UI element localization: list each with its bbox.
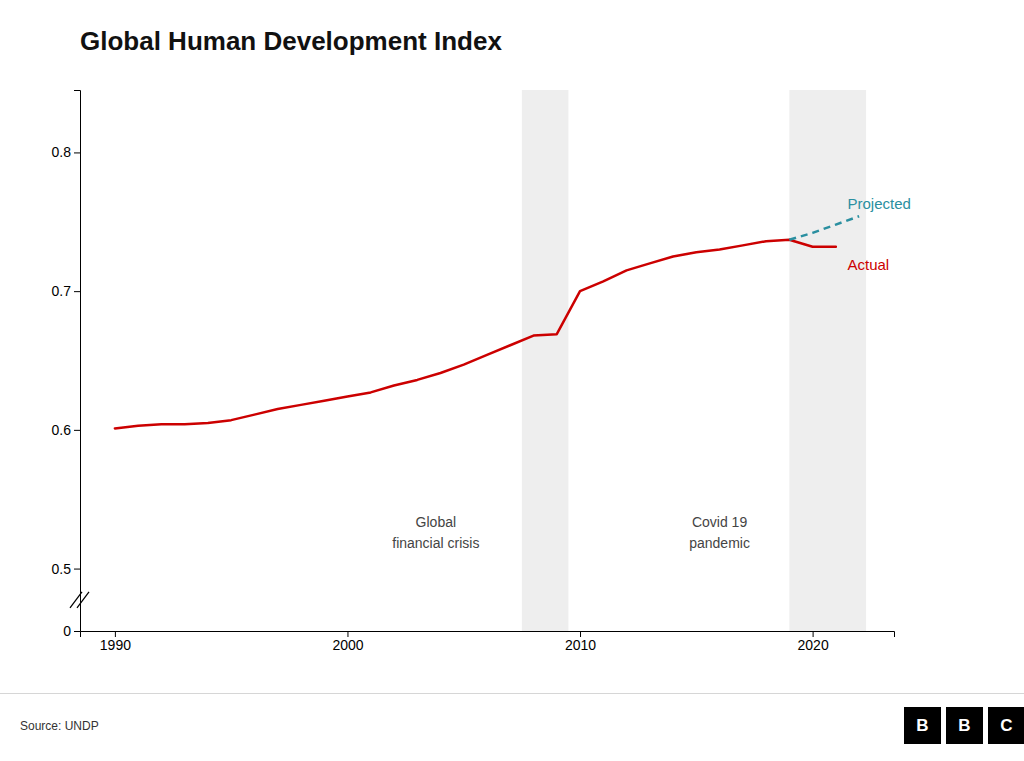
x-tick: 1990	[100, 631, 131, 653]
annotation: Globalfinancial crisis	[392, 514, 479, 551]
logo-box	[988, 707, 1024, 744]
x-axis: 1990 2000 2010 2020	[81, 631, 895, 653]
y-tick-label: 0.8	[52, 144, 72, 160]
series-label: Projected	[847, 195, 910, 212]
series-label: Actual	[847, 256, 889, 273]
y-tick-mark	[74, 152, 80, 153]
y-axis: 0 0.5 0.6 0.7 0.8	[52, 91, 81, 639]
shaded-region	[522, 90, 569, 631]
title: Global Human Development Index	[80, 26, 502, 56]
x-tick-label: 1990	[100, 637, 131, 653]
y-tick-mark	[74, 430, 80, 431]
y-tick: 0.8	[52, 144, 80, 160]
logo-box	[946, 707, 983, 744]
y-tick-mark	[74, 291, 80, 292]
y-tick: 0.6	[52, 422, 80, 438]
x-tick-label: 2000	[332, 637, 363, 653]
chart: Global Human Development Index 1990 2000 20…	[0, 0, 1024, 761]
footer-separator	[0, 693, 1024, 694]
y-tick: 0.5	[52, 561, 80, 577]
axis-break	[77, 592, 89, 608]
line-dashed	[789, 216, 859, 240]
shaded-region	[789, 90, 866, 631]
annotation: Covid 19pandemic	[689, 514, 750, 551]
y-tick: 0	[63, 623, 80, 639]
x-tick-label: 2020	[798, 637, 829, 653]
x-tick-label: 2010	[565, 637, 596, 653]
logo-box	[904, 707, 941, 744]
y-tick-mark	[74, 569, 80, 570]
y-tick-label: 0.6	[52, 422, 72, 438]
y-tick-label: 0.5	[52, 561, 72, 577]
y-tick-label: 0.7	[52, 283, 72, 299]
logo-letter: B	[958, 716, 970, 735]
x-tick: 2000	[332, 631, 363, 653]
plot-area	[115, 90, 866, 631]
logo-letter: C	[1000, 716, 1012, 735]
y-tick-label: 0	[63, 623, 71, 639]
y-tick: 0.7	[52, 283, 80, 299]
x-axis-line	[81, 632, 895, 638]
axis-break	[70, 592, 82, 608]
source: Source: UNDP	[20, 719, 99, 733]
y-tick-mark	[74, 631, 80, 632]
y-axis-line	[74, 91, 81, 632]
x-tick: 2020	[798, 631, 829, 653]
x-tick: 2010	[565, 631, 596, 653]
logo-letter: B	[916, 716, 928, 735]
line-solid	[115, 240, 836, 429]
